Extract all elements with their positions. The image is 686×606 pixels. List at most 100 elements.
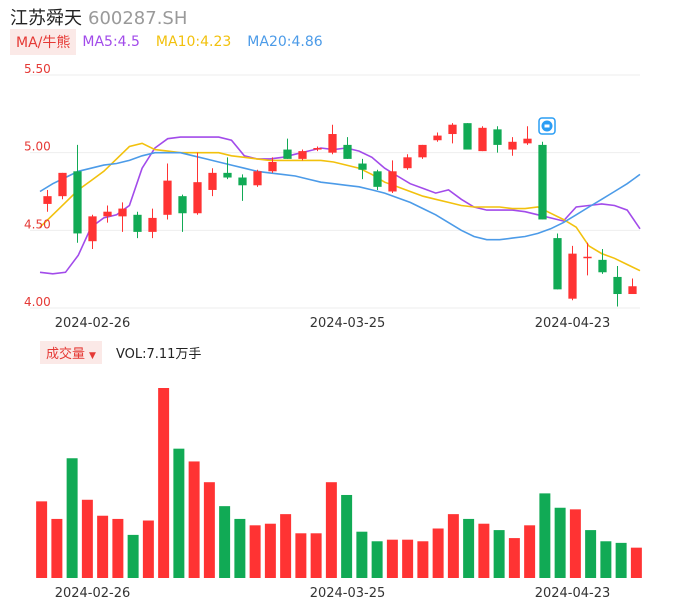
volume-bar[interactable] xyxy=(127,534,139,578)
volume-bar[interactable] xyxy=(51,518,63,578)
candle[interactable] xyxy=(343,137,352,159)
candle[interactable] xyxy=(268,157,277,173)
candle[interactable] xyxy=(43,189,52,212)
ma-indicator-button[interactable]: MA/牛熊 xyxy=(10,29,77,55)
volume-bar[interactable] xyxy=(615,542,627,578)
ma-line-ma5 xyxy=(39,136,641,275)
volume-bar[interactable] xyxy=(630,547,642,578)
candle[interactable] xyxy=(148,208,157,239)
volume-bar[interactable] xyxy=(66,458,78,578)
candle[interactable] xyxy=(178,194,187,232)
volume-bar[interactable] xyxy=(386,539,398,578)
volume-bar[interactable] xyxy=(432,528,444,578)
candle[interactable] xyxy=(118,202,127,232)
volume-bar[interactable] xyxy=(402,539,414,578)
candle[interactable] xyxy=(418,144,427,159)
volume-bar[interactable] xyxy=(539,493,551,578)
candle[interactable] xyxy=(103,205,112,223)
volume-bar[interactable] xyxy=(112,518,124,578)
volume-bar[interactable] xyxy=(356,531,368,578)
date-tick-label: 2024-03-25 xyxy=(310,316,386,331)
volume-bars xyxy=(36,388,642,578)
candle[interactable] xyxy=(208,168,217,197)
volume-bar[interactable] xyxy=(447,514,459,578)
volume-bar[interactable] xyxy=(325,482,337,578)
candle[interactable] xyxy=(433,132,442,142)
candle[interactable] xyxy=(193,152,202,215)
candle[interactable] xyxy=(298,149,307,161)
candle[interactable] xyxy=(448,123,457,144)
volume-bar[interactable] xyxy=(524,525,536,578)
event-marker-icon[interactable] xyxy=(538,117,556,135)
candle-body xyxy=(193,182,202,214)
volume-bar[interactable] xyxy=(310,533,322,578)
candle[interactable] xyxy=(628,278,637,295)
volume-bar[interactable] xyxy=(81,499,93,578)
volume-bar[interactable] xyxy=(142,520,154,578)
volume-bar[interactable] xyxy=(341,494,353,578)
volume-indicator-button[interactable]: 成交量 ▼ xyxy=(40,340,102,364)
volume-bar[interactable] xyxy=(264,523,276,578)
candle[interactable] xyxy=(253,169,262,187)
volume-bar[interactable] xyxy=(280,514,292,578)
candle[interactable] xyxy=(583,242,592,276)
volume-legend: 成交量 ▼ VOL:7.11万手 xyxy=(40,340,201,364)
date-axis-bottom: 2024-02-26 2024-03-25 2024-04-23 xyxy=(55,586,611,601)
candle[interactable] xyxy=(163,163,172,220)
volume-bar[interactable] xyxy=(158,388,170,578)
volume-bar[interactable] xyxy=(234,518,246,578)
candle[interactable] xyxy=(328,124,337,155)
candle-body xyxy=(613,276,622,295)
candle[interactable] xyxy=(598,248,607,274)
date-tick-label: 2024-02-26 xyxy=(55,586,131,601)
candle[interactable] xyxy=(538,141,547,220)
price-tick-label: 5.00 xyxy=(24,140,51,154)
candle[interactable] xyxy=(58,172,67,200)
volume-bar[interactable] xyxy=(493,530,505,578)
candle-body xyxy=(553,238,562,290)
candle-body xyxy=(103,211,112,217)
volume-bar[interactable] xyxy=(36,501,48,578)
volume-bar[interactable] xyxy=(249,525,261,578)
dropdown-arrow-icon: ▼ xyxy=(89,350,96,361)
date-axis-top: 2024-02-26 2024-03-25 2024-04-23 xyxy=(55,316,611,331)
candle[interactable] xyxy=(478,126,487,152)
candle[interactable] xyxy=(133,211,142,239)
candle-body xyxy=(133,214,142,232)
volume-bar[interactable] xyxy=(417,541,429,578)
volume-bar[interactable] xyxy=(203,482,215,578)
candle[interactable] xyxy=(508,137,517,156)
volume-bar[interactable] xyxy=(554,507,566,578)
volume-bar[interactable] xyxy=(371,541,383,578)
candle[interactable] xyxy=(238,174,247,201)
candle[interactable] xyxy=(88,214,97,249)
volume-bar[interactable] xyxy=(188,461,200,578)
candle[interactable] xyxy=(313,146,322,152)
candle[interactable] xyxy=(568,245,577,301)
candle[interactable] xyxy=(283,138,292,159)
candle[interactable] xyxy=(358,158,367,180)
candle[interactable] xyxy=(373,169,382,190)
volume-bar[interactable] xyxy=(173,448,185,578)
candle[interactable] xyxy=(463,123,472,150)
candle[interactable] xyxy=(613,266,622,307)
candle[interactable] xyxy=(223,157,232,180)
candle[interactable] xyxy=(493,126,502,153)
volume-bar[interactable] xyxy=(478,523,490,578)
date-tick-label: 2024-03-25 xyxy=(310,586,386,601)
stock-code: 600287.SH xyxy=(88,8,188,29)
volume-bar[interactable] xyxy=(219,506,231,578)
volume-bar[interactable] xyxy=(569,509,581,578)
volume-bar[interactable] xyxy=(97,515,109,578)
volume-bar[interactable] xyxy=(508,538,520,578)
volume-bar[interactable] xyxy=(295,533,307,578)
volume-bar[interactable] xyxy=(585,530,597,578)
volume-bar[interactable] xyxy=(463,518,475,578)
volume-bar[interactable] xyxy=(600,541,612,578)
candle[interactable] xyxy=(523,126,532,145)
candle[interactable] xyxy=(73,144,82,243)
candle[interactable] xyxy=(553,233,562,290)
candle[interactable] xyxy=(403,154,412,170)
candle[interactable] xyxy=(388,160,397,194)
